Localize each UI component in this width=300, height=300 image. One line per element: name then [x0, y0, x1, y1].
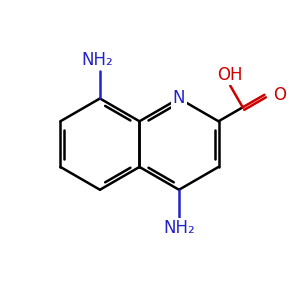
- Text: OH: OH: [218, 66, 243, 84]
- Text: NH₂: NH₂: [81, 51, 113, 69]
- Text: O: O: [273, 86, 286, 104]
- Text: N: N: [173, 89, 185, 107]
- Text: NH₂: NH₂: [163, 219, 195, 237]
